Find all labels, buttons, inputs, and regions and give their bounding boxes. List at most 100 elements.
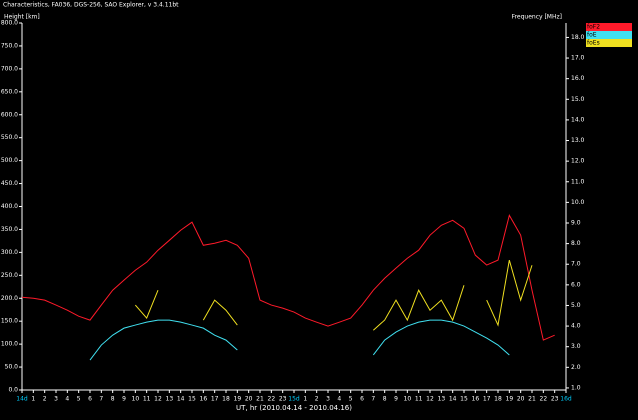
x-tick-label: 6 — [88, 396, 92, 403]
y2-tick-label: 3.0 — [571, 343, 581, 350]
x-tick-label: 15 — [460, 396, 468, 403]
y-tick-label: 100.0 — [1, 341, 18, 348]
series-line — [202, 299, 238, 326]
legend-swatch — [586, 23, 632, 31]
x-tick-label: 8 — [111, 396, 115, 403]
y2-tick-label: 6.0 — [571, 281, 581, 288]
y-axis-title: Height [km] — [4, 14, 40, 21]
x-tick-label: 7 — [371, 396, 375, 403]
legend-swatch — [586, 31, 632, 39]
x-tick-label: 13 — [166, 396, 174, 403]
y-tick-label: 500.0 — [1, 157, 18, 164]
x-tick-label: 4 — [65, 396, 69, 403]
y2-tick-label: 13.0 — [571, 137, 585, 144]
x-tick-label: 18 — [494, 396, 502, 403]
y-tick-label: 700.0 — [1, 65, 18, 72]
series-line — [89, 319, 238, 361]
x-tick-label: 21 — [256, 396, 264, 403]
x-tick-label: 1 — [303, 396, 307, 403]
x-tick-label: 13 — [438, 396, 446, 403]
y-tick-label: 350.0 — [1, 226, 18, 233]
x-tick-label: 21 — [528, 396, 536, 403]
x-tick-label: 18 — [222, 396, 230, 403]
y2-tick-label: 15.0 — [571, 96, 585, 103]
x-tick-label: 16d — [560, 396, 572, 403]
y2-tick-label: 7.0 — [571, 261, 581, 268]
x-tick-label: 1 — [31, 396, 35, 403]
y-tick-label: 0.0 — [8, 387, 18, 394]
x-tick-label: 10 — [132, 396, 140, 403]
series-line — [372, 319, 510, 356]
x-tick-label: 17 — [211, 396, 219, 403]
x-tick-label: 14 — [177, 396, 185, 403]
x-tick-label: 5 — [77, 396, 81, 403]
x-tick-label: 16 — [200, 396, 208, 403]
legend-label: foF2 — [587, 24, 600, 31]
y-tick-label: 800.0 — [1, 20, 18, 27]
y-tick-label: 750.0 — [1, 42, 18, 49]
x-tick-label: 7 — [99, 396, 103, 403]
x-tick-label: 9 — [394, 396, 398, 403]
x-tick-label: 16 — [472, 396, 480, 403]
y2-tick-label: 14.0 — [571, 116, 585, 123]
series-line — [486, 259, 533, 327]
series-line — [134, 290, 159, 319]
x-axis-title: UT, hr (2010.04.14 - 2010.04.16) — [236, 404, 352, 412]
y-tick-label: 650.0 — [1, 88, 18, 95]
y-tick-label: 600.0 — [1, 111, 18, 118]
x-tick-label: 15d — [288, 396, 300, 403]
y-tick-label: 50.0 — [5, 364, 19, 371]
y2-tick-label: 18.0 — [571, 34, 585, 41]
x-tick-label: 9 — [122, 396, 126, 403]
x-tick-label: 4 — [337, 396, 341, 403]
x-tick-label: 10 — [404, 396, 412, 403]
legend-label: foEs — [587, 40, 600, 47]
x-tick-label: 3 — [326, 396, 330, 403]
x-tick-label: 8 — [383, 396, 387, 403]
x-tick-label: 22 — [540, 396, 548, 403]
y-tick-label: 150.0 — [1, 318, 18, 325]
x-tick-label: 23 — [279, 396, 287, 403]
x-tick-label: 22 — [268, 396, 276, 403]
y2-axis-title: Frequency [MHz] — [512, 14, 562, 21]
x-tick-label: 6 — [360, 396, 364, 403]
series-line — [21, 214, 555, 341]
x-tick-label: 15 — [188, 396, 196, 403]
y2-tick-label: 11.0 — [571, 178, 585, 185]
x-tick-label: 11 — [415, 396, 423, 403]
y2-tick-label: 5.0 — [571, 302, 581, 309]
x-tick-label: 19 — [234, 396, 242, 403]
x-tick-label: 17 — [483, 396, 491, 403]
y-tick-label: 200.0 — [1, 295, 18, 302]
x-tick-label: 12 — [426, 396, 434, 403]
x-tick-label: 20 — [517, 396, 525, 403]
x-tick-label: 5 — [349, 396, 353, 403]
y2-tick-label: 8.0 — [571, 240, 581, 247]
y2-tick-label: 16.0 — [571, 75, 585, 82]
y2-tick-label: 1.0 — [571, 384, 581, 391]
chart-title: Characteristics, FA036, DGS-256, SAO Exp… — [3, 2, 179, 9]
x-tick-label: 14 — [449, 396, 457, 403]
y-tick-label: 300.0 — [1, 249, 18, 256]
y2-tick-label: 4.0 — [571, 323, 581, 330]
legend-label: foE — [587, 32, 597, 39]
x-tick-label: 20 — [245, 396, 253, 403]
y-tick-label: 550.0 — [1, 134, 18, 141]
y2-tick-label: 17.0 — [571, 55, 585, 62]
y-tick-label: 450.0 — [1, 180, 18, 187]
x-tick-label: 2 — [43, 396, 47, 403]
y-tick-label: 250.0 — [1, 272, 18, 279]
x-tick-label: 11 — [143, 396, 151, 403]
y2-tick-label: 10.0 — [571, 199, 585, 206]
legend-swatch — [586, 39, 632, 47]
series-line — [373, 285, 465, 331]
x-tick-label: 3 — [54, 396, 58, 403]
y-tick-label: 400.0 — [1, 203, 18, 210]
y2-tick-label: 12.0 — [571, 158, 585, 165]
x-tick-label: 14d — [16, 396, 28, 403]
x-tick-label: 2 — [315, 396, 319, 403]
x-tick-label: 23 — [551, 396, 559, 403]
y2-tick-label: 2.0 — [571, 364, 581, 371]
x-tick-label: 19 — [506, 396, 514, 403]
